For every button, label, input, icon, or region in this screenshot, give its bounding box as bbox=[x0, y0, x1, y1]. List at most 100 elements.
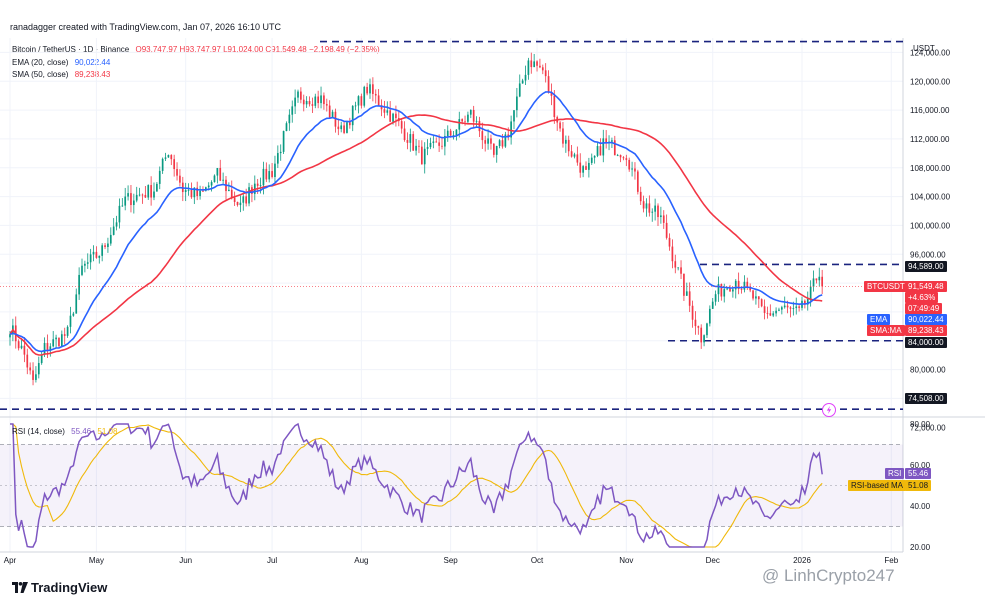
candle-body bbox=[268, 171, 271, 180]
candle-body bbox=[256, 183, 259, 186]
chart-legend: Bitcoin / TetherUS · 1D · Binance O93,74… bbox=[12, 44, 380, 82]
candle-body bbox=[530, 60, 533, 68]
author-watermark: @ LinhCrypto247 bbox=[762, 566, 895, 585]
candle-body bbox=[156, 183, 158, 192]
candle-body bbox=[104, 245, 106, 247]
candle-body bbox=[406, 140, 409, 143]
candle-body bbox=[147, 185, 150, 198]
candle-body bbox=[69, 315, 72, 327]
candle-body bbox=[121, 205, 124, 207]
candle-body bbox=[668, 237, 671, 247]
candle-body bbox=[138, 194, 141, 196]
candle-body bbox=[495, 145, 498, 155]
candle-body bbox=[158, 170, 161, 184]
tradingview-logo[interactable]: TradingView bbox=[12, 580, 107, 595]
candle-body bbox=[703, 335, 705, 343]
candle-body bbox=[821, 276, 824, 287]
candle-body bbox=[611, 140, 613, 142]
candle-body bbox=[372, 84, 374, 94]
candle-body bbox=[314, 96, 317, 106]
candle-body bbox=[259, 185, 262, 187]
rsi-ma-line bbox=[10, 423, 823, 548]
candle-body bbox=[662, 215, 665, 223]
candle-body bbox=[562, 128, 564, 144]
ema-legend-row[interactable]: EMA (20, close) 90,022.44 bbox=[12, 57, 380, 70]
candle-body bbox=[700, 327, 703, 343]
candle-body bbox=[242, 196, 245, 203]
sma-legend-label: SMA (50, close) bbox=[12, 70, 69, 79]
candle-body bbox=[20, 345, 23, 349]
candle-body bbox=[812, 278, 815, 287]
candle-body bbox=[207, 185, 210, 188]
candle-body bbox=[190, 189, 193, 198]
ema-price-badge: 90,022.44 bbox=[905, 314, 947, 325]
candle-body bbox=[279, 151, 282, 154]
candle-body bbox=[746, 281, 749, 288]
candle-body bbox=[657, 205, 659, 218]
candle-body bbox=[570, 151, 573, 157]
candle-body bbox=[490, 138, 492, 144]
candle-body bbox=[576, 154, 579, 163]
candle-body bbox=[432, 141, 435, 143]
candle-body bbox=[818, 276, 821, 281]
candle-body bbox=[72, 313, 75, 316]
ema-20-line bbox=[9, 91, 823, 353]
rsi-legend[interactable]: RSI (14, close) 55.46 51.08 bbox=[12, 427, 117, 436]
ema-legend-value: 90,022.44 bbox=[74, 57, 111, 67]
candle-body bbox=[340, 125, 343, 130]
symbol-legend-row: Bitcoin / TetherUS · 1D · Binance O93,74… bbox=[12, 44, 380, 57]
price-axis-ticks: 124,000.00 120,000.00 116,000.00 112,000.00… bbox=[910, 48, 951, 432]
sma-legend-row[interactable]: SMA (50, close) 89,238.43 bbox=[12, 69, 380, 82]
candle-body bbox=[184, 190, 187, 193]
candle-body bbox=[374, 93, 377, 96]
candle-body bbox=[86, 262, 89, 264]
candle-body bbox=[409, 134, 412, 143]
candle-body bbox=[521, 80, 524, 84]
candle-body bbox=[573, 154, 576, 157]
candle-body bbox=[380, 105, 383, 110]
candle-body bbox=[26, 354, 29, 368]
candle-body bbox=[798, 306, 800, 308]
candle-body bbox=[729, 288, 731, 292]
candle-body bbox=[383, 109, 386, 113]
candle-body bbox=[429, 142, 432, 148]
candle-body bbox=[504, 134, 507, 147]
candle-body bbox=[37, 363, 40, 375]
candle-body bbox=[533, 61, 536, 68]
candle-body bbox=[29, 367, 32, 371]
time-axis-label: May bbox=[89, 556, 104, 565]
candle-body bbox=[524, 74, 527, 81]
currency-selector[interactable]: USDT bbox=[913, 44, 935, 53]
candle-body bbox=[308, 101, 311, 105]
candle-body bbox=[118, 205, 121, 223]
candle-body bbox=[536, 61, 538, 66]
candle-body bbox=[806, 298, 809, 305]
candle-body bbox=[127, 193, 129, 197]
candle-body bbox=[444, 136, 446, 147]
candle-body bbox=[354, 105, 357, 107]
rsi-value-badge: 55.46 bbox=[905, 468, 932, 479]
candle-body bbox=[351, 105, 354, 126]
level-74508-badge: 74,508.00 bbox=[905, 393, 947, 404]
candle-body bbox=[464, 121, 466, 123]
sma-price-badge: 89,238.43 bbox=[905, 325, 947, 336]
candle-body bbox=[236, 201, 239, 206]
candle-body bbox=[81, 265, 83, 275]
candle-body bbox=[567, 139, 570, 152]
candle-body bbox=[395, 113, 397, 119]
rsi-line bbox=[10, 422, 823, 548]
rsi-tick-label: 80.00 bbox=[910, 420, 931, 429]
candle-body bbox=[645, 203, 648, 209]
candle-body bbox=[628, 159, 631, 170]
candle-body bbox=[616, 155, 619, 156]
symbol-title[interactable]: Bitcoin / TetherUS · 1D · Binance bbox=[12, 45, 130, 54]
candle-body bbox=[245, 196, 248, 204]
candle-body bbox=[412, 134, 415, 151]
candle-body bbox=[660, 215, 662, 218]
candle-body bbox=[757, 296, 760, 300]
candle-body bbox=[317, 96, 320, 104]
candle-body bbox=[35, 374, 37, 380]
candle-body bbox=[711, 301, 714, 309]
candle-body bbox=[40, 354, 43, 364]
